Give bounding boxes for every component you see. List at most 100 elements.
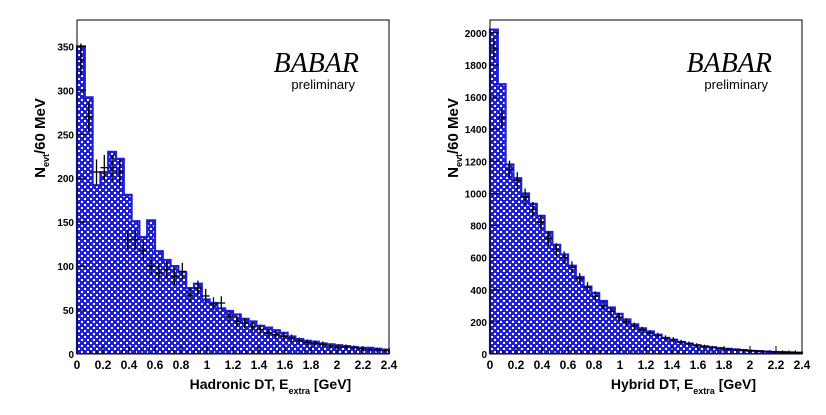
x-tick-label: 1.6 (277, 358, 294, 372)
y-tick-label: 0 (481, 350, 487, 361)
y-tick-label: 200 (57, 174, 74, 185)
data-point (225, 310, 233, 322)
preliminary-label: preliminary (291, 77, 355, 92)
histogram-bar (326, 344, 335, 354)
data-point (505, 160, 514, 179)
y-tick-label: 2000 (465, 29, 488, 40)
data-point (162, 261, 171, 279)
histogram-bar (568, 265, 577, 354)
histogram-bar (653, 334, 662, 354)
histogram-bar (194, 283, 203, 354)
histogram-bar (295, 339, 304, 354)
histogram-bar (583, 286, 592, 354)
data-point (303, 339, 311, 346)
babar-logo: BABAR (686, 48, 772, 79)
histogram-bar (318, 343, 327, 354)
histogram-bar (209, 303, 218, 354)
x-tick-label: 1.8 (303, 358, 320, 372)
histogram-bar (311, 341, 320, 354)
histogram-bar (233, 314, 242, 354)
data-point (139, 240, 148, 260)
data-point (357, 346, 366, 351)
y-axis-label: Nevt/60 MeV (445, 98, 464, 178)
histogram-bar (225, 310, 234, 354)
histogram-bar (186, 288, 195, 354)
x-tick-label: 2.4 (381, 358, 398, 372)
data-point (272, 330, 280, 339)
x-tick-label: 2.4 (794, 358, 811, 372)
data-point (155, 264, 163, 282)
histogram-bar (505, 164, 514, 354)
data-point (178, 262, 187, 280)
data-point (373, 347, 382, 352)
data-point (653, 332, 662, 339)
histogram-bar (350, 346, 359, 354)
data-point (747, 349, 756, 352)
x-axis-label-unit: [GeV] (310, 376, 351, 392)
x-axis-label: Hadronic DT, Eextra [GeV] (190, 376, 352, 396)
y-tick-label: 200 (470, 318, 487, 329)
histogram-bar (638, 328, 647, 354)
histogram-bar (287, 336, 296, 354)
data-point (248, 321, 257, 332)
y-tick-label: 150 (57, 218, 74, 229)
histogram-bar (607, 307, 616, 354)
x-tick-label: 1 (617, 358, 624, 372)
histogram-bar (536, 215, 545, 354)
histogram-outline (75, 45, 391, 354)
x-tick-label: 2 (747, 358, 754, 372)
x-tick-label: 1.2 (638, 358, 655, 372)
data-point (614, 313, 623, 321)
histogram-bar (529, 203, 538, 354)
data-point (544, 231, 553, 246)
data-point (264, 328, 272, 338)
histogram-bar (630, 324, 639, 354)
histogram-bar (622, 319, 631, 354)
data-point (350, 345, 358, 351)
y-tick-label: 1000 (465, 189, 488, 200)
histogram-bar (497, 84, 506, 354)
y-tick-label: 250 (57, 130, 74, 141)
histogram-bar (248, 321, 257, 354)
data-point (669, 337, 678, 342)
y-tick-label: 1400 (465, 125, 488, 136)
data-point (170, 268, 179, 285)
histogram-bar (240, 318, 249, 354)
x-tick-label: 0.6 (560, 358, 577, 372)
x-tick-label: 0.2 (508, 358, 525, 372)
left-plot-panel: 0 0.2 0.4 0.6 0.8 1 1.2 1.4 1.6 1.8 2 2.2 2.4 0 50 100 1… (32, 19, 398, 396)
y-tick-label: 1600 (465, 93, 488, 104)
histogram-bar (201, 299, 210, 354)
data-point (700, 344, 709, 349)
data-point (240, 318, 249, 329)
histogram-bar (139, 237, 148, 354)
hadronic-dt-chart: 0 0.2 0.4 0.6 0.8 1 1.2 1.4 1.6 1.8 2 2.2 2.4 0 50 100 1… (32, 19, 398, 396)
histogram-bar (724, 348, 733, 354)
data-point (731, 348, 740, 351)
data-point (716, 346, 724, 350)
histogram-bar (303, 340, 312, 354)
histogram-bar (170, 266, 179, 354)
histogram-bar (552, 244, 561, 354)
x-tick-label: 0 (487, 358, 494, 372)
data-point (692, 343, 701, 348)
histogram-bar (599, 301, 608, 354)
data-point (513, 172, 522, 190)
x-tick-label: 0.8 (586, 358, 603, 372)
data-point (552, 243, 561, 257)
x-tick-label: 1.4 (251, 358, 268, 372)
data-point (116, 159, 124, 185)
x-axis-label-main: Hybrid DT, E (611, 376, 693, 392)
data-point (677, 339, 685, 345)
histogram-bar (685, 343, 694, 354)
data-point (334, 344, 343, 350)
y-axis-label-rest: /60 MeV (445, 98, 462, 154)
histogram-bar (147, 220, 156, 354)
data-point (607, 307, 615, 316)
data-point (186, 287, 194, 303)
data-point (560, 251, 568, 264)
y-tick-label: 400 (470, 286, 487, 297)
histogram-bar (116, 158, 125, 354)
y-axis-label-rest: /60 MeV (32, 98, 49, 154)
x-tick-label: 0 (74, 358, 81, 372)
